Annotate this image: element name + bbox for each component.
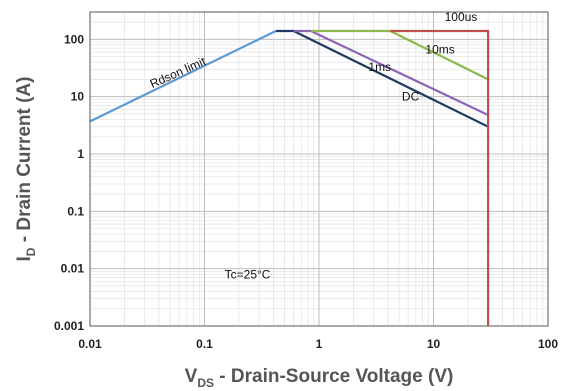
series-rdson-limit (89, 30, 277, 123)
y-tick-label: 0.001 (54, 319, 84, 333)
x-tick-label: 10 (427, 337, 441, 351)
plot-border (89, 11, 549, 327)
series-layer (89, 29, 490, 326)
x-axis-title: VDS - Drain-Source Voltage (V) (185, 366, 454, 390)
y-tick-label: 1 (77, 147, 84, 161)
y-tick-labels: 0.001 0.01 0.1 1 10 100 (54, 32, 84, 333)
x-tick-labels: 0.01 0.1 1 10 100 (78, 337, 558, 351)
series-100us (390, 29, 490, 326)
annotation-ms1: 1ms (368, 60, 391, 74)
annotation-dc: DC (402, 90, 420, 104)
x-tick-label: 100 (538, 337, 558, 351)
y-tick-label: 0.1 (67, 204, 84, 218)
y-tick-label: 100 (64, 32, 84, 46)
x-tick-label: 0.01 (78, 337, 102, 351)
annotation-us100: 100us (445, 10, 478, 24)
x-tick-label: 1 (316, 337, 323, 351)
y-tick-label: 10 (71, 90, 85, 104)
annotation-ms10: 10ms (425, 42, 454, 56)
y-tick-label: 0.01 (61, 262, 85, 276)
annotation-tc: Tc=25°C (225, 267, 271, 281)
y-axis-title: ID - Drain Current (A) (14, 77, 38, 262)
x-tick-label: 0.1 (196, 337, 213, 351)
